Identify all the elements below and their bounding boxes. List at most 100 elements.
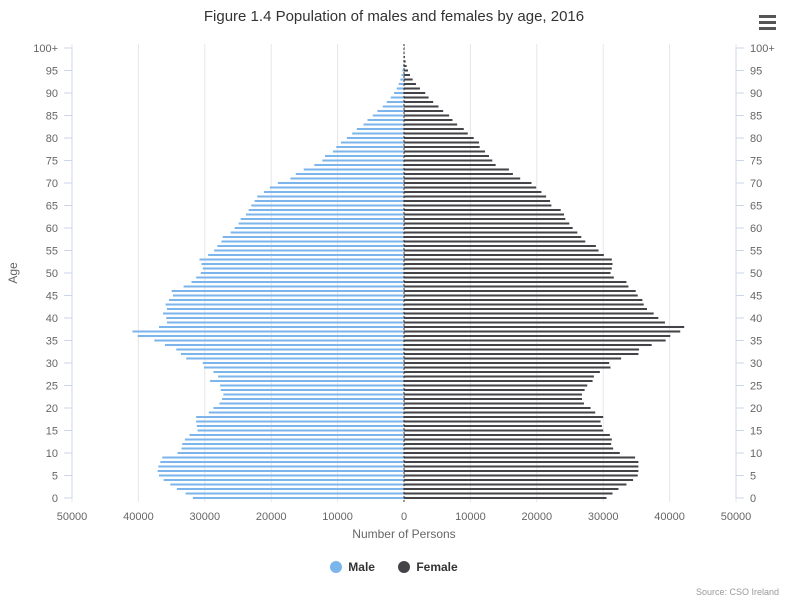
x-tick-label: 50000 (721, 511, 752, 523)
y-tick-label-right: 65 (750, 201, 762, 213)
bar-male (170, 483, 404, 486)
x-tick-label: 30000 (190, 511, 221, 523)
bar-female (404, 249, 599, 252)
bar-female (404, 442, 612, 446)
y-tick-label-right: 10 (750, 448, 762, 460)
y-tick-label-left: 55 (46, 246, 58, 258)
bar-female (404, 433, 610, 437)
x-tick-label: 10000 (322, 511, 353, 523)
bar-female (404, 208, 561, 212)
bar-female (404, 109, 444, 113)
chart-menu-button[interactable] (756, 12, 780, 34)
y-tick-label-left: 60 (46, 223, 58, 235)
bar-female (404, 267, 612, 270)
bar-male (189, 433, 404, 437)
bar-male (213, 370, 404, 374)
bar-male (254, 199, 404, 203)
hamburger-menu-icon (759, 15, 776, 18)
legend-item-male[interactable]: Male (330, 560, 375, 574)
bar-female (404, 222, 570, 225)
bar-female (404, 145, 480, 149)
bar-female (404, 289, 636, 293)
bar-female (404, 483, 627, 486)
y-tick-label-left: 15 (46, 426, 58, 438)
bar-female (404, 424, 602, 428)
bar-female (404, 78, 413, 81)
y-tick-label-left: 85 (46, 111, 58, 123)
bar-male (182, 442, 404, 446)
legend-item-female[interactable]: Female (398, 560, 458, 574)
bar-female (404, 402, 584, 405)
bar-female (404, 343, 652, 347)
bar-male (220, 384, 404, 387)
bar-male (336, 145, 404, 149)
bar-female (404, 87, 420, 90)
bar-male (363, 123, 404, 126)
y-tick-label-left: 20 (46, 403, 58, 415)
bar-male (177, 451, 404, 455)
y-tick-label-left: 45 (46, 291, 58, 303)
bar-male (176, 487, 404, 491)
bar-female (404, 262, 613, 266)
y-tick-label-right: 90 (750, 88, 762, 100)
y-tick-label-left: 80 (46, 133, 58, 145)
x-tick-label: 0 (401, 511, 407, 523)
bar-male (210, 379, 404, 383)
bar-female (404, 388, 585, 392)
x-tick-label: 50000 (57, 511, 88, 523)
bar-male (192, 496, 404, 500)
bar-male (163, 478, 404, 482)
bar-male (158, 474, 404, 477)
x-tick-label: 40000 (654, 511, 685, 523)
bar-male (218, 375, 404, 378)
bar-female (404, 280, 627, 284)
y-tick-label-right: 25 (750, 381, 762, 393)
x-tick-label: 20000 (256, 511, 287, 523)
chart-credits[interactable]: Source: CSO Ireland (695, 587, 779, 597)
y-tick-label-left: 100+ (33, 43, 58, 55)
y-tick-label-left: 25 (46, 381, 58, 393)
y-tick-label-right: 55 (750, 246, 762, 258)
bar-female (404, 492, 613, 495)
bar-female (404, 154, 489, 158)
bar-female (404, 150, 486, 153)
bar-male (398, 82, 404, 86)
bar-female (404, 370, 600, 374)
bar-male (157, 469, 404, 473)
bar-female (404, 339, 666, 342)
bar-female (404, 127, 464, 131)
y-tick-label-left: 95 (46, 66, 58, 78)
bar-female (404, 244, 596, 248)
bar-female (404, 163, 496, 167)
y-tick-label-right: 70 (750, 178, 762, 190)
bar-male (137, 334, 404, 338)
bar-male (367, 118, 404, 122)
bar-female (404, 132, 468, 135)
y-tick-label-right: 50 (750, 268, 762, 280)
bar-male (230, 231, 404, 234)
bar-female (404, 379, 593, 383)
y-tick-label-right: 75 (750, 156, 762, 168)
bar-female (404, 460, 639, 464)
bar-female (404, 276, 614, 279)
bar-female (404, 91, 426, 95)
bar-male (295, 172, 404, 176)
bar-female (404, 240, 586, 243)
bar-male (196, 415, 404, 419)
bar-female (404, 231, 578, 234)
bar-female (404, 447, 614, 450)
bar-male (199, 258, 404, 261)
bar-female (404, 118, 453, 122)
y-tick-label-left: 65 (46, 201, 58, 213)
bar-male (352, 132, 404, 135)
bar-male (314, 163, 404, 167)
bar-male (221, 240, 404, 243)
bar-female (404, 321, 665, 324)
bar-male (164, 343, 404, 347)
y-tick-label-right: 60 (750, 223, 762, 235)
bar-female (404, 303, 644, 306)
y-tick-label-left: 10 (46, 448, 58, 460)
y-tick-label-right: 40 (750, 313, 762, 325)
y-tick-label-left: 75 (46, 156, 58, 168)
